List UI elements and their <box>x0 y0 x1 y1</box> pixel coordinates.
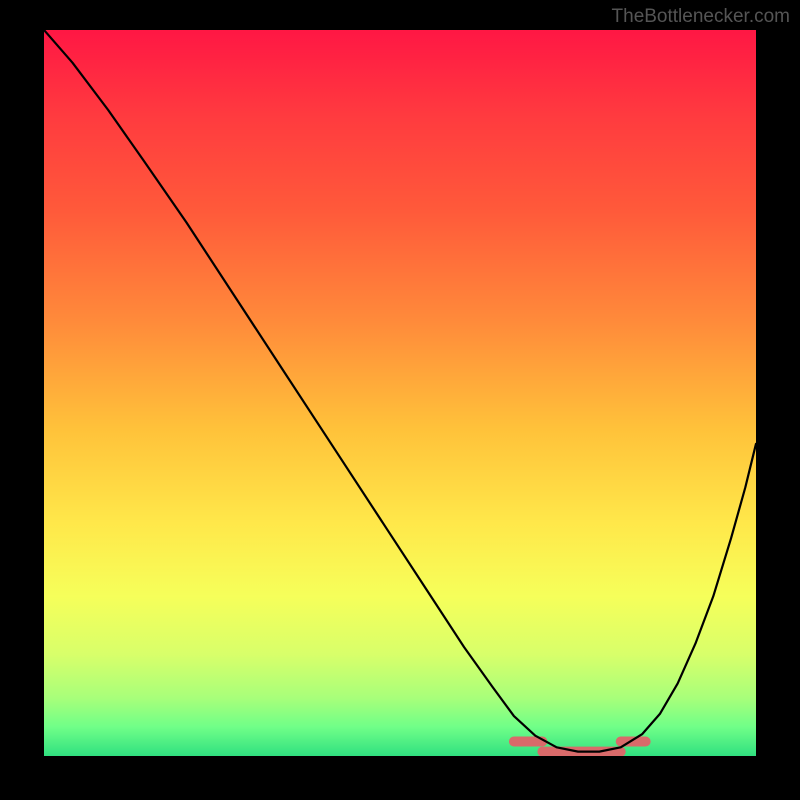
plot-area <box>44 30 756 756</box>
watermark-text: TheBottlenecker.com <box>612 6 790 28</box>
chart-container: TheBottlenecker.com <box>0 0 800 800</box>
curve-layer <box>44 30 756 756</box>
bottleneck-curve <box>44 30 756 752</box>
